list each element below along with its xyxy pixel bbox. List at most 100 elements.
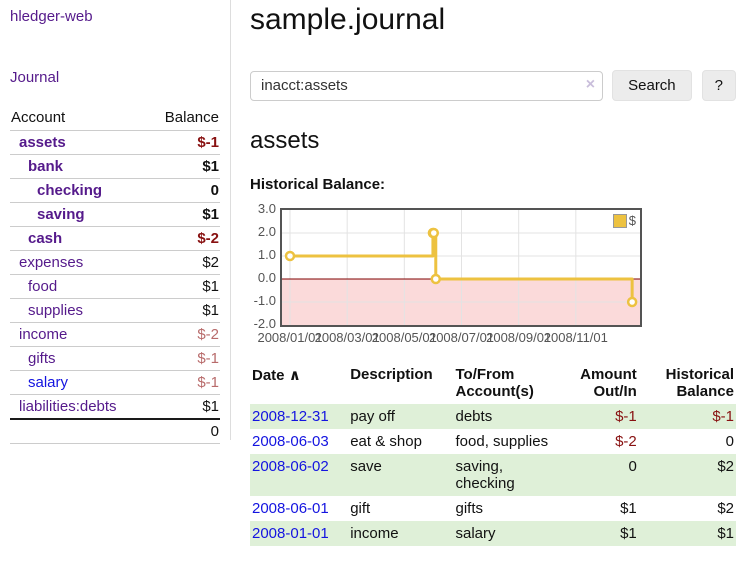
account-row: supplies $1 <box>10 298 220 323</box>
sidebar-account-balance: $1 <box>147 394 220 419</box>
sidebar-account-link[interactable]: expenses <box>19 254 84 271</box>
transaction-balance: $2 <box>717 500 734 517</box>
register-header-balance: Historical Balance <box>665 366 734 400</box>
help-button[interactable]: ? <box>701 70 736 101</box>
transaction-date-link[interactable]: 2008-01-01 <box>252 525 329 542</box>
y-axis-tick-label: -2.0 <box>253 316 276 331</box>
legend-label: $ <box>628 213 636 228</box>
y-axis-tick-label: 3.0 <box>257 201 276 216</box>
sidebar-account-link[interactable]: assets <box>19 134 66 151</box>
x-axis-tick-label: 2008/01/01 <box>257 330 323 345</box>
sidebar-account-link[interactable]: food <box>28 278 58 295</box>
register-header-amount: Amount Out/In <box>580 366 637 400</box>
transaction-amount: 0 <box>628 458 637 475</box>
transaction-row: 2008-01-01 income salary $1 $1 <box>250 521 736 546</box>
transaction-accounts: food, supplies <box>455 433 549 450</box>
register-header-date[interactable]: Date ∧ <box>252 367 301 384</box>
x-axis-tick-label: 2008/09/01 <box>486 330 552 345</box>
sidebar-item-journal[interactable]: Journal <box>10 69 60 86</box>
sidebar-account-balance: $-1 <box>147 346 220 371</box>
sidebar-account-link[interactable]: income <box>19 326 68 343</box>
sort-ascending-icon: ∧ <box>288 367 301 384</box>
y-axis-tick-label: -1.0 <box>253 293 276 308</box>
sidebar-account-balance: $-1 <box>147 370 220 395</box>
account-row: income $-2 <box>10 322 220 347</box>
register-table: Date ∧ Description To/From Account(s) Am… <box>250 364 736 546</box>
transaction-balance: $1 <box>717 525 734 542</box>
transaction-description: eat & shop <box>350 433 422 450</box>
sidebar-account-balance: $1 <box>147 274 220 299</box>
register-header-tofrom: To/From Account(s) <box>455 366 534 400</box>
transaction-amount: $1 <box>620 525 637 542</box>
page-title: sample.journal <box>250 3 446 36</box>
sidebar-account-balance: $-2 <box>147 226 220 251</box>
clear-search-icon[interactable]: × <box>585 75 596 93</box>
transaction-balance: 0 <box>725 433 734 450</box>
account-row: bank $1 <box>10 154 220 179</box>
y-axis-tick-label: 2.0 <box>257 224 276 239</box>
sidebar-account-balance: $-1 <box>147 130 220 155</box>
register-header-description: Description <box>350 366 433 383</box>
sidebar-account-balance: $1 <box>147 298 220 323</box>
chart-legend: $ <box>612 213 636 228</box>
sidebar-account-link[interactable]: bank <box>28 158 64 175</box>
account-row: assets $-1 <box>10 130 220 155</box>
accounts-total-row: 0 <box>10 418 220 444</box>
transaction-date-link[interactable]: 2008-06-01 <box>252 500 329 517</box>
accounts-header-balance: Balance <box>164 109 219 126</box>
sidebar-account-link[interactable]: liabilities:debts <box>19 398 117 415</box>
sidebar: hledger-web Journal Account Balance asse… <box>0 0 231 444</box>
sidebar-account-link[interactable]: supplies <box>28 302 84 319</box>
y-axis-tick-label: 1.0 <box>257 247 276 262</box>
account-row: cash $-2 <box>10 226 220 251</box>
app-title-link[interactable]: hledger-web <box>10 8 93 25</box>
accounts-total-value: 0 <box>147 418 220 444</box>
account-row: salary $-1 <box>10 370 220 395</box>
register-header-row: Date ∧ Description To/From Account(s) Am… <box>250 364 736 404</box>
transaction-balance: $2 <box>717 458 734 475</box>
transaction-amount: $1 <box>620 500 637 517</box>
transaction-row: 2008-06-02 save saving, checking 0 $2 <box>250 454 736 496</box>
sidebar-account-balance: 0 <box>147 178 220 203</box>
legend-swatch-icon <box>612 213 627 228</box>
sidebar-account-balance: $2 <box>147 250 220 275</box>
account-row: food $1 <box>10 274 220 299</box>
historical-balance-chart: 3.0 2.0 1.0 0.0 -1.0 -2.0 $ 2008/01/01 2008/03… <box>250 201 720 345</box>
x-axis-tick-label: 2008/11/01 <box>543 330 608 345</box>
sidebar-account-link[interactable]: cash <box>28 230 63 247</box>
transaction-accounts: gifts <box>455 500 484 517</box>
transaction-accounts: saving, checking <box>455 458 515 492</box>
accounts-table-header: Account Balance <box>10 106 220 131</box>
y-axis-tick-label: 0.0 <box>257 270 276 285</box>
transaction-row: 2008-06-03 eat & shop food, supplies $-2 0 <box>250 429 736 454</box>
chart-canvas <box>282 210 640 325</box>
search-button[interactable]: Search <box>612 70 692 101</box>
transaction-row: 2008-12-31 pay off debts $-1 $-1 <box>250 404 736 429</box>
sidebar-account-link[interactable]: saving <box>37 206 85 223</box>
transaction-row: 2008-06-01 gift gifts $1 $2 <box>250 496 736 521</box>
sidebar-account-link[interactable]: salary <box>28 374 69 391</box>
transaction-description: gift <box>350 500 371 517</box>
transaction-description: save <box>350 458 382 475</box>
transaction-amount: $-2 <box>615 433 637 450</box>
sidebar-account-link[interactable]: checking <box>37 182 103 199</box>
transaction-accounts: salary <box>455 525 496 542</box>
account-row: gifts $-1 <box>10 346 220 371</box>
x-axis-tick-label: 2008/03/01 <box>314 330 380 345</box>
account-row: expenses $2 <box>10 250 220 275</box>
account-row: checking 0 <box>10 178 220 203</box>
transaction-date-link[interactable]: 2008-12-31 <box>252 408 329 425</box>
transaction-description: income <box>350 525 399 542</box>
accounts-table: Account Balance assets $-1 bank $1 checking 0… <box>10 106 220 444</box>
transaction-date-link[interactable]: 2008-06-02 <box>252 458 329 475</box>
x-axis-tick-label: 2008/05/01 <box>371 330 437 345</box>
search-box: × <box>250 70 604 101</box>
account-row: liabilities:debts $1 <box>10 394 220 419</box>
search-input[interactable] <box>250 70 604 101</box>
transaction-date-link[interactable]: 2008-06-03 <box>252 433 329 450</box>
account-row: saving $1 <box>10 202 220 227</box>
x-axis-tick-label: 2008/07/01 <box>428 330 495 345</box>
transaction-description: pay off <box>350 408 395 425</box>
transaction-accounts: debts <box>455 408 493 425</box>
sidebar-account-link[interactable]: gifts <box>28 350 56 367</box>
